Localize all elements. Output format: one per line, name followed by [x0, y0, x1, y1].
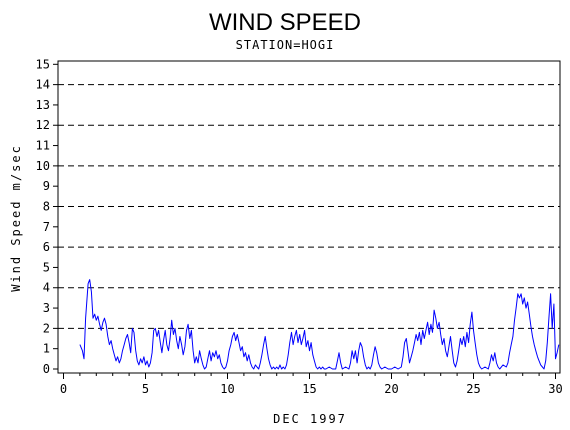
y-tick-label: 4: [43, 281, 50, 295]
x-axis-label: DEC 1997: [273, 412, 347, 426]
y-tick-label: 10: [36, 159, 50, 173]
y-tick-label: 9: [43, 179, 50, 193]
x-tick-label: 5: [142, 382, 149, 396]
x-tick-label: 15: [302, 382, 316, 396]
chart-title: WIND SPEED: [209, 9, 361, 36]
y-tick-label: 7: [43, 220, 50, 234]
y-tick-label: 3: [43, 301, 50, 315]
y-tick-label: 15: [36, 57, 50, 71]
y-axis-label: Wind Speed m/sec: [9, 144, 23, 292]
chart-subtitle: STATION=HOGI: [236, 38, 335, 52]
reference-lines: [58, 84, 560, 329]
y-tick-label: 1: [43, 342, 50, 356]
x-tick-label: 20: [384, 382, 398, 396]
y-tick-label: 13: [36, 98, 50, 112]
y-tick-label: 14: [36, 78, 50, 92]
wind-speed-series-line: [79, 279, 560, 370]
y-tick-label: 8: [43, 199, 50, 213]
y-tick-label: 6: [43, 240, 50, 254]
plot-frame: [57, 60, 561, 374]
x-tick-label: 25: [466, 382, 480, 396]
y-tick-label: 11: [36, 139, 50, 153]
x-tick-label: 0: [60, 382, 67, 396]
x-axis-ticks: 0 5 10 15 20 25 30: [60, 373, 563, 396]
y-tick-label: 0: [43, 362, 50, 376]
series-layer: [79, 279, 560, 370]
x-tick-label: 30: [548, 382, 562, 396]
y-tick-label: 2: [43, 321, 50, 335]
x-tick-label: 10: [220, 382, 234, 396]
y-tick-label: 5: [43, 260, 50, 274]
y-tick-label: 12: [36, 118, 50, 132]
